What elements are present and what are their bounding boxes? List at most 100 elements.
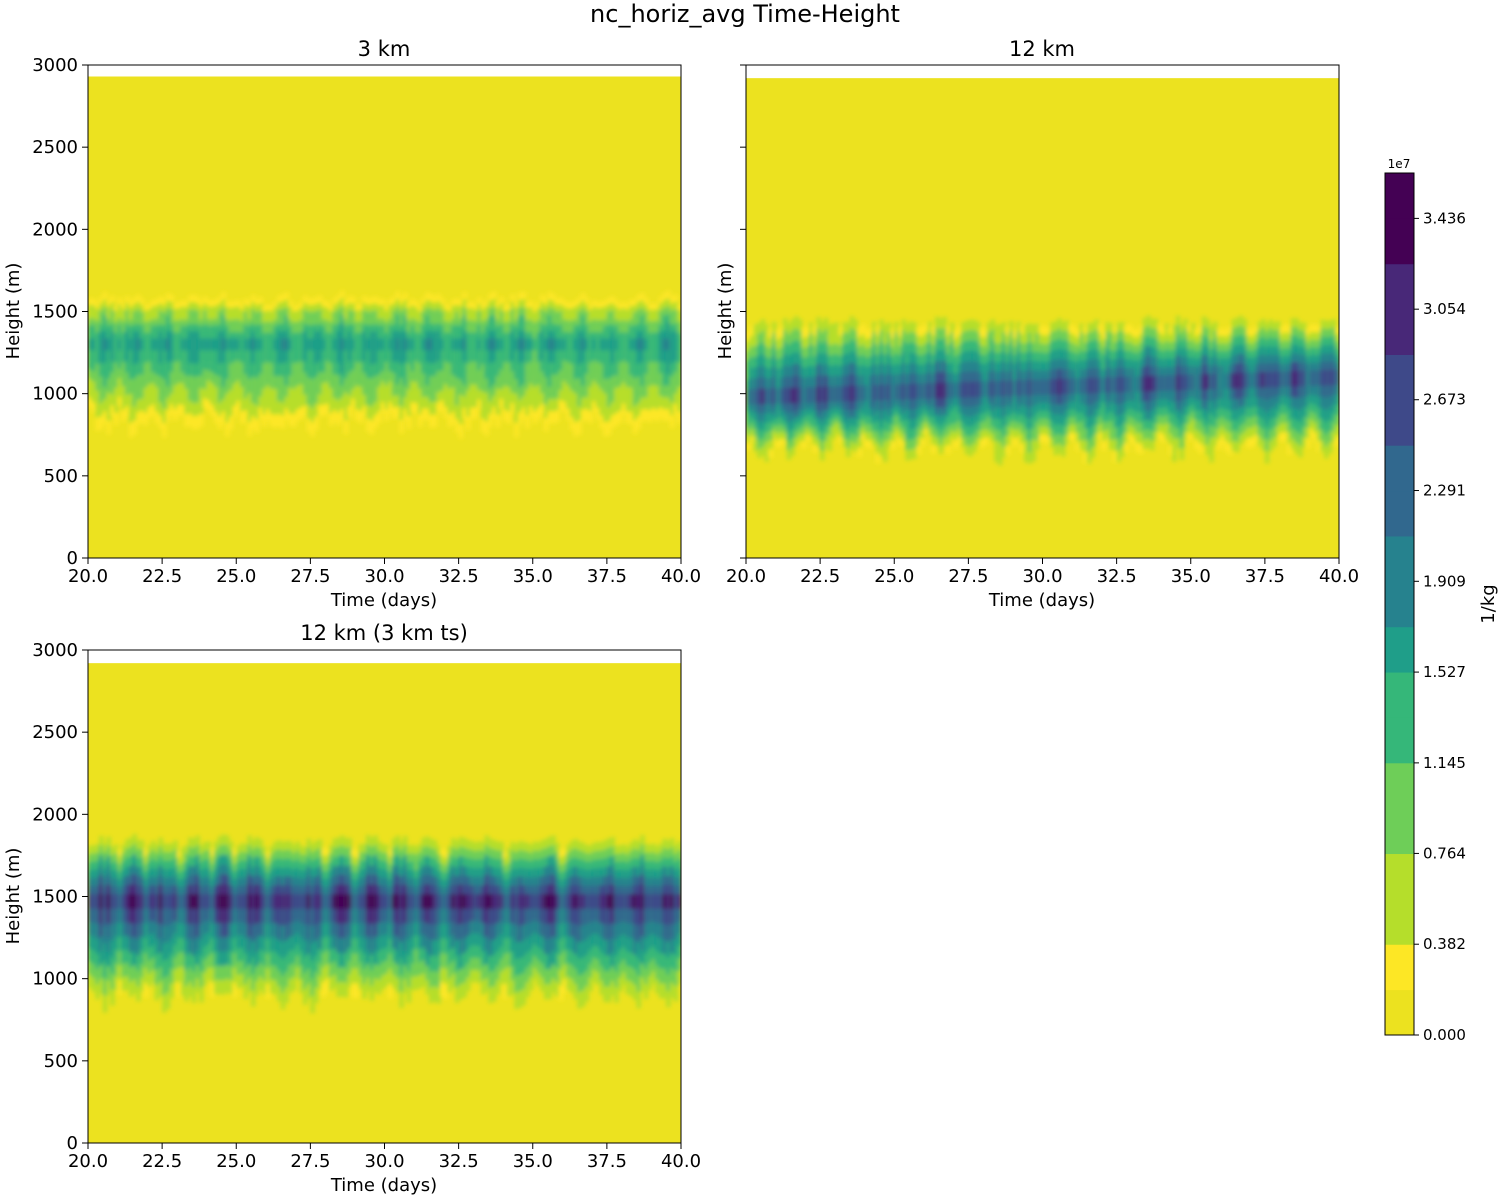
y-tick-label: 1000: [32, 969, 78, 990]
cloud-cell: [354, 894, 360, 909]
cloud-cell: [514, 894, 519, 909]
cloud-cell: [1301, 370, 1307, 387]
cloud-cell: [158, 338, 163, 351]
cloud-cell: [1220, 373, 1225, 390]
colorbar-segment: [1385, 490, 1414, 537]
cloud-cell: [857, 385, 862, 402]
cloud-cell: [484, 338, 490, 351]
x-axis-label: Time (days): [330, 1175, 437, 1196]
y-axis-label: Height (m): [3, 848, 24, 945]
colorbar-tick-label: 2.291: [1423, 482, 1466, 500]
cloud-cell: [210, 894, 215, 909]
cloud-cell: [462, 894, 467, 909]
cloud-cell: [916, 383, 921, 400]
colorbar-label: 1/kg: [1478, 584, 1499, 623]
cloud-cell: [920, 383, 925, 400]
cloud-cell: [302, 894, 308, 909]
cloud-cell: [897, 384, 903, 400]
cloud-cell: [328, 338, 334, 351]
cloud-cell: [154, 894, 160, 909]
colorbar-segment: [1385, 808, 1414, 855]
cloud-cell: [853, 385, 858, 402]
cloud-cell: [243, 338, 249, 351]
y-axis: 0 500 1000 1500 2000 2500 3000: [32, 55, 88, 569]
cloud-cell: [588, 894, 593, 909]
panel-12km-3kmts: 12 km (3 km ts) 20.0 22.5 25.0 27.5 30.0 32.5…: [3, 621, 701, 1196]
cloud-cell: [1053, 378, 1059, 395]
colorbar-segment: [1385, 399, 1414, 446]
cloud-cell: [136, 338, 141, 351]
cloud-cell: [506, 894, 512, 909]
x-tick-label: 27.5: [290, 566, 330, 587]
cloud-cell: [901, 383, 907, 400]
cloud-cell: [99, 894, 104, 909]
cloud-cell: [377, 338, 382, 351]
x-tick-label: 35.0: [1171, 566, 1211, 587]
cloud-cell: [239, 894, 245, 909]
cloud-cell: [760, 388, 766, 405]
cloud-cell: [540, 894, 545, 909]
cloud-cell: [106, 894, 112, 909]
cloud-cell: [912, 383, 918, 400]
x-tick-label: 20.0: [68, 1151, 108, 1172]
cloud-cell: [797, 387, 803, 404]
cloud-cell: [117, 338, 123, 351]
cloud-cell: [321, 338, 326, 351]
cloud-cell: [510, 338, 516, 351]
cloud-cell: [562, 894, 567, 909]
cloud-cell: [232, 894, 238, 909]
cloud-cell: [173, 894, 178, 909]
cloud-cell: [1238, 372, 1244, 389]
x-axis: 20.0 22.5 25.0 27.5 30.0 32.5 35.0 37.5 40.0: [726, 558, 1359, 587]
y-tick-label: 2000: [32, 804, 78, 825]
cloud-cell: [640, 894, 645, 909]
cloud-cell: [1320, 369, 1325, 386]
cloud-cell: [132, 894, 137, 909]
colorbar-tick-label: 3.054: [1423, 300, 1466, 318]
cloud-cell: [551, 338, 556, 351]
cloud-cell: [206, 338, 212, 351]
cloud-cell: [558, 894, 564, 909]
cloud-cell: [569, 894, 575, 909]
cloud-cell: [1216, 373, 1222, 390]
cloud-cell: [540, 338, 545, 351]
x-tick-label: 37.5: [1245, 566, 1285, 587]
cloud-cell: [1287, 371, 1292, 387]
cloud-cell: [584, 338, 590, 351]
cloud-cell: [369, 338, 375, 351]
colorbar-tick-label: 0.382: [1423, 935, 1466, 953]
cloud-cell: [1079, 377, 1085, 394]
cloud-cell: [617, 894, 623, 909]
cloud-cell: [890, 384, 896, 401]
cloud-cell: [236, 338, 241, 351]
x-tick-label: 35.0: [513, 1151, 553, 1172]
cloud-cell: [328, 894, 334, 909]
cloud-cell: [1116, 376, 1122, 393]
cloud-cell: [88, 338, 93, 351]
cloud-cell: [662, 338, 667, 351]
cloud-layer: [88, 834, 681, 1014]
cloud-cell: [677, 338, 681, 351]
cloud-cell: [1109, 376, 1114, 393]
panel-title: 3 km: [358, 37, 411, 61]
cloud-cell: [543, 338, 549, 351]
x-tick-label: 37.5: [587, 1151, 627, 1172]
cloud-cell: [354, 338, 360, 351]
cloud-cell: [291, 894, 297, 909]
cloud-cell: [805, 387, 810, 403]
cloud-cell: [521, 338, 527, 351]
x-tick-label: 32.5: [439, 1151, 479, 1172]
cloud-cell: [1057, 378, 1062, 395]
cloud-cell: [217, 338, 223, 351]
cloud-cell: [280, 894, 286, 909]
cloud-cell: [477, 338, 482, 351]
cloud-cell: [273, 894, 278, 909]
cloud-cell: [547, 894, 553, 909]
cloud-cell: [666, 894, 671, 909]
x-tick-label: 20.0: [68, 566, 108, 587]
x-tick-label: 25.0: [216, 1151, 256, 1172]
cloud-cell: [1149, 375, 1155, 392]
cloud-cell: [362, 338, 367, 351]
y-tick-label: 500: [44, 1051, 78, 1072]
cloud-cell: [454, 338, 460, 351]
